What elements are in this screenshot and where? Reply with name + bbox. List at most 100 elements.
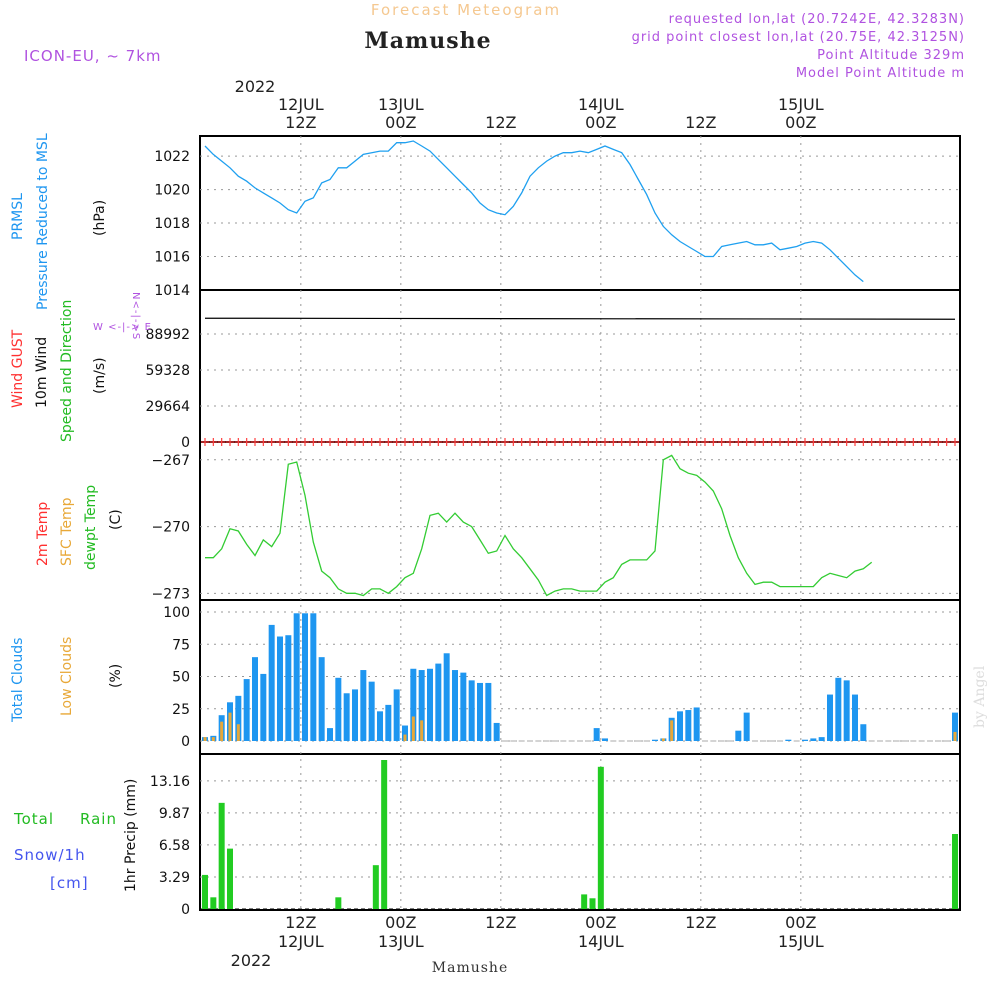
gust-marker	[751, 438, 759, 446]
gust-marker	[634, 438, 643, 446]
temp-frame	[199, 441, 961, 601]
precip-tick-label: 0	[181, 902, 190, 918]
top-year-label: 2022	[235, 77, 276, 96]
total-cloud-bar	[360, 670, 367, 741]
bottom-day-label: 15JUL	[778, 932, 824, 951]
compass-ns: N<-|->S	[130, 292, 141, 340]
gust-marker	[267, 438, 276, 446]
total-cloud-bar	[843, 680, 850, 741]
precip-bar	[372, 865, 379, 909]
total-cloud-bar	[602, 738, 608, 741]
gust-marker	[942, 438, 951, 446]
top-day-label: 14JUL	[578, 95, 624, 114]
gust-marker	[859, 438, 868, 446]
total-cloud-bar	[385, 704, 392, 741]
gust-marker	[367, 438, 376, 446]
gust-marker	[576, 438, 584, 446]
total-cloud-bar	[860, 724, 867, 741]
gust-marker	[259, 438, 268, 446]
gust-marker	[251, 438, 259, 446]
total-cloud-bar	[302, 613, 308, 741]
gust-marker	[901, 438, 909, 446]
precip-frame	[199, 753, 961, 911]
total-cloud-bar	[260, 673, 267, 741]
gust-marker	[551, 438, 559, 446]
gust-marker	[642, 438, 651, 446]
low-cloud-bar	[220, 721, 224, 741]
bottom-time-label: 00Z	[785, 913, 816, 932]
total-cloud-bar	[343, 693, 350, 741]
total-cloud-bar	[802, 739, 808, 741]
gust-marker	[359, 438, 368, 446]
total-cloud-bar	[335, 677, 342, 741]
total-cloud-bar	[452, 670, 458, 741]
gust-marker	[684, 438, 693, 446]
total-cloud-bar	[852, 694, 858, 741]
gust-marker	[784, 438, 793, 446]
gust-marker	[609, 438, 618, 446]
chart-title: Mamushe	[364, 28, 491, 54]
bottom-time-label: 00Z	[385, 913, 416, 932]
gust-marker	[501, 438, 509, 446]
temp-tick-label: −270	[152, 520, 190, 536]
clouds-unit: (%)	[108, 664, 124, 688]
gust-marker	[559, 438, 568, 446]
total-cloud-bar	[243, 679, 250, 741]
gust-marker	[467, 438, 476, 446]
gust-marker	[242, 438, 251, 446]
gust-marker	[476, 438, 484, 446]
gust-marker	[767, 438, 776, 446]
bottom-day-label: 13JUL	[378, 932, 424, 951]
gust-marker	[592, 438, 601, 446]
gust-marker	[517, 438, 526, 446]
total-cloud-bar	[952, 712, 958, 741]
total-cloud-bar	[652, 739, 658, 741]
precip-bar	[381, 760, 388, 909]
temp-tick-label: −273	[152, 586, 190, 602]
bottom-day-label: 14JUL	[578, 932, 624, 951]
gust-marker	[401, 438, 409, 446]
clouds-tick-label: 25	[172, 702, 190, 718]
total-cloud-bar	[268, 624, 275, 741]
gust-marker	[709, 438, 718, 446]
gust-marker	[926, 438, 934, 446]
gust-marker	[351, 438, 359, 446]
pressure-label-long: Pressure Reduced to MSL	[35, 133, 51, 310]
gust-marker	[951, 438, 959, 446]
gust-marker	[742, 438, 751, 446]
gust-marker	[234, 438, 243, 446]
pressure-tick-label: 1018	[154, 216, 190, 232]
low-clouds-label: Low Clouds	[59, 637, 75, 716]
gust-marker	[276, 438, 284, 446]
precip-bar	[335, 897, 342, 909]
total-cloud-bar	[818, 737, 825, 741]
point-altitude: Point Altitude 329m	[817, 48, 965, 63]
total-cloud-bar	[293, 613, 300, 741]
gust-marker	[534, 438, 543, 446]
gust-marker	[792, 438, 801, 446]
top-time-label: 12Z	[485, 113, 516, 132]
gust-marker	[726, 438, 734, 446]
gust-marker	[442, 438, 451, 446]
rain-label: Rain	[80, 810, 117, 828]
gust-marker	[342, 438, 351, 446]
total-cloud-bar	[235, 695, 242, 741]
gust-marker	[492, 438, 501, 446]
requested-coords: requested lon,lat (20.7242E, 42.3283N)	[669, 12, 965, 27]
gust-marker	[909, 438, 918, 446]
clouds-tick-label: 75	[172, 637, 190, 653]
bottom-time-label: 12Z	[285, 913, 316, 932]
gust-marker	[809, 438, 818, 446]
temp-dewpt-label: dewpt Temp	[83, 485, 99, 570]
pressure-tick-label: 1022	[154, 149, 190, 165]
precip-tick-label: 9.87	[159, 806, 190, 822]
gust-marker	[867, 438, 876, 446]
wind-tick-label: 0	[181, 435, 190, 451]
gust-marker	[217, 438, 226, 446]
total-cloud-bar	[410, 668, 417, 741]
gust-marker	[459, 438, 468, 446]
wind-tick-label: 29664	[145, 399, 190, 415]
wind-frame	[199, 289, 961, 443]
wind-compass: W <-|-> E N<-|->S	[93, 292, 151, 340]
top-time-label: 00Z	[785, 113, 816, 132]
